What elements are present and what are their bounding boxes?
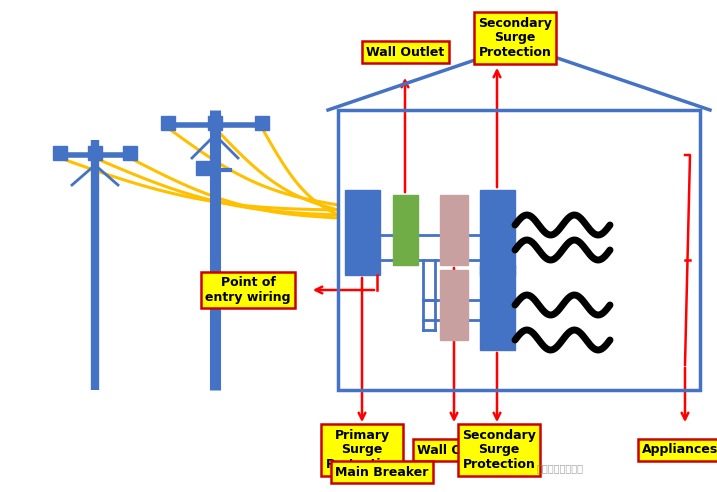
- Text: 上海雷卧电磁兼容: 上海雷卧电磁兼容: [536, 463, 584, 473]
- Bar: [440, 195, 468, 265]
- Bar: [88, 146, 102, 160]
- Bar: [161, 116, 175, 130]
- Text: Secondary
Surge
Protection: Secondary Surge Protection: [462, 429, 536, 471]
- Bar: [393, 195, 418, 265]
- Text: Point of
entry wiring: Point of entry wiring: [205, 276, 291, 304]
- Bar: [123, 146, 137, 160]
- Text: Wall Outlet: Wall Outlet: [366, 45, 444, 59]
- Text: Wall Outlet: Wall Outlet: [417, 443, 495, 457]
- Bar: [440, 270, 468, 340]
- Bar: [255, 116, 269, 130]
- Text: Secondary
Surge
Protection: Secondary Surge Protection: [478, 17, 552, 60]
- Bar: [208, 116, 222, 130]
- Bar: [345, 190, 380, 275]
- Bar: [480, 190, 515, 275]
- Text: Appliances: Appliances: [642, 443, 717, 457]
- Text: Primary
Surge
Protection: Primary Surge Protection: [326, 429, 399, 471]
- Bar: [480, 265, 515, 350]
- Bar: [196, 161, 210, 175]
- Bar: [338, 110, 700, 390]
- Text: Main Breaker: Main Breaker: [336, 465, 429, 479]
- Bar: [53, 146, 67, 160]
